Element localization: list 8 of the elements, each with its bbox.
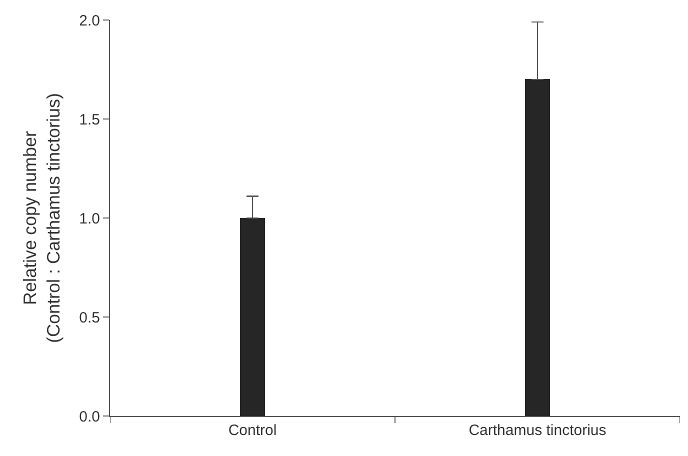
y-tick-label: 0.0: [79, 408, 100, 426]
y-axis-title: Relative copy number (Control : Carthamus tinctorius): [20, 92, 64, 344]
y-tick-label: 1.5: [79, 111, 100, 128]
y-tick-label: 0.5: [79, 309, 100, 326]
x-tick-label: Control: [228, 422, 277, 439]
y-tick-label: 1.0: [79, 210, 100, 228]
y-tick-label: 2.0: [79, 12, 100, 30]
x-tick-label: Carthamus tinctorius: [468, 422, 606, 439]
